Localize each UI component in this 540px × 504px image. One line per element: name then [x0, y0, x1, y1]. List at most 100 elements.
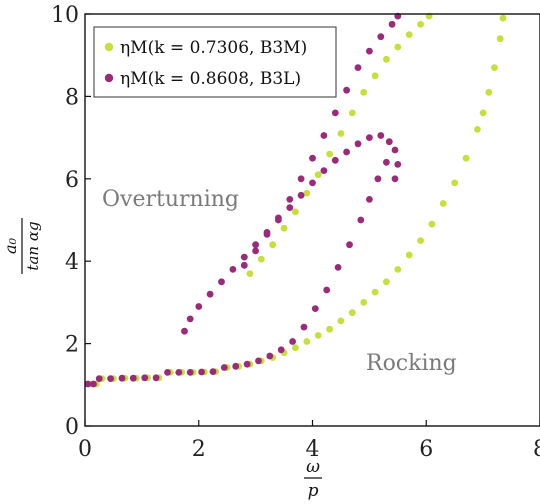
axes: 0 2 4 6 8 0 2 4 6 8 10 [51, 3, 540, 462]
y-tick-label-0: 0 [65, 415, 79, 440]
series-1-point-25 [357, 216, 365, 224]
legend: ηM(k = 0.7306, B3M) ηM(k = 0.8608, B3L) [93, 26, 337, 98]
series-0-point-31 [428, 220, 436, 228]
series-0-point-27 [383, 278, 390, 286]
series-1-point-56 [286, 196, 294, 203]
series-1-point-21 [311, 305, 319, 312]
series-0-point-40 [499, 14, 507, 22]
series-0-point-38 [491, 64, 498, 71]
series-1-point-41 [286, 204, 294, 212]
data-marks [84, 12, 507, 388]
series-1-point-44 [252, 241, 259, 249]
series-1-point-11 [198, 368, 206, 376]
series-0-point-39 [496, 35, 504, 43]
legend-box [93, 26, 337, 98]
series-1-point-46 [229, 266, 237, 273]
series-0-point-22 [326, 325, 333, 333]
series-1-point-57 [297, 175, 305, 183]
series-0-point-42 [257, 255, 265, 263]
series-0-point-20 [303, 338, 311, 345]
x-tick-label-2: 4 [306, 437, 320, 462]
series-0-point-25 [360, 299, 368, 306]
series-1-point-52 [240, 261, 248, 269]
series-1-point-20 [300, 323, 308, 331]
legend-label-b3m: ηM(k = 0.7306, B3M) [120, 38, 307, 58]
series-0-point-47 [314, 171, 322, 179]
series-1-point-9 [175, 369, 183, 376]
series-1-point-64 [377, 33, 385, 41]
series-1-point-32 [385, 138, 393, 146]
series-1-point-35 [354, 140, 362, 148]
series-0-point-19 [292, 344, 299, 352]
series-1-point-27 [374, 175, 382, 183]
series-1-point-54 [263, 231, 271, 238]
series-1-point-8 [164, 369, 171, 376]
series-0-point-26 [371, 288, 379, 296]
y-axis-label-numerator: a₀ [1, 237, 20, 254]
series-1-point-17 [266, 352, 274, 360]
series-1-point-18 [277, 346, 285, 354]
series-0-point-30 [417, 237, 424, 245]
series-1-point-23 [334, 264, 342, 271]
series-1-point-26 [366, 196, 373, 203]
series-0-point-41 [246, 270, 254, 277]
x-tick-label-1: 2 [192, 437, 206, 462]
series-0-point-44 [280, 224, 288, 232]
annotation-overturning: Overturning [102, 187, 239, 212]
series-1-point-62 [354, 64, 362, 71]
series-0-point-49 [337, 130, 345, 137]
legend-label-b3l: ηM(k = 0.8608, B3L) [120, 69, 301, 89]
series-0-point-54 [394, 43, 402, 51]
series-1-point-24 [346, 241, 353, 249]
series-1-point-31 [391, 175, 399, 183]
series-1-point-47 [218, 278, 225, 286]
series-1-point-59 [320, 132, 328, 139]
series-1-point-48 [206, 290, 214, 298]
annotation-rocking: Rocking [366, 351, 457, 376]
series-1-point-45 [240, 253, 248, 261]
series-1-point-61 [343, 86, 350, 94]
series-1-point-51 [181, 327, 188, 335]
series-1-point-49 [195, 303, 203, 310]
series-1-point-33 [377, 132, 385, 139]
series-1-point-15 [243, 360, 251, 368]
legend-marker-b3m [104, 42, 114, 52]
y-tick-label-2: 4 [65, 250, 79, 275]
series-0-point-56 [417, 20, 424, 28]
series-1-point-13 [220, 364, 228, 371]
series-1-point-12 [209, 368, 217, 375]
series-0-point-53 [383, 55, 390, 63]
series-0-point-33 [451, 179, 459, 187]
series-1-point-14 [232, 362, 240, 370]
series-1-point-36 [343, 148, 350, 156]
series-0-point-51 [360, 88, 368, 96]
series-1-point-30 [394, 161, 402, 168]
series-1-point-58 [309, 154, 316, 162]
series-1-point-63 [366, 47, 373, 55]
series-0-point-29 [405, 251, 413, 259]
y-tick-label-1: 2 [65, 333, 79, 358]
series-1-point-10 [186, 369, 194, 376]
series-0-point-23 [337, 317, 345, 325]
x-tick-label-0: 0 [78, 437, 92, 462]
series-1-point-28 [383, 158, 390, 166]
x-axis-label-denominator: p [308, 481, 319, 501]
series-1-point-60 [331, 109, 339, 117]
series-1-point-2 [95, 375, 103, 382]
series-1-point-50 [186, 315, 194, 323]
series-1-point-1 [90, 380, 97, 388]
series-0-point-28 [394, 266, 402, 273]
series-0-point-24 [348, 309, 356, 317]
series-1-point-37 [331, 156, 339, 164]
x-tick-label-3: 6 [419, 437, 433, 462]
y-tick-label-3: 6 [65, 168, 79, 193]
series-1-point-6 [141, 374, 149, 382]
series-1-point-34 [366, 134, 373, 142]
series-1-point-53 [252, 247, 259, 255]
series-1-point-22 [323, 286, 331, 294]
series-0-point-32 [439, 200, 447, 207]
series-1-point-65 [388, 20, 396, 28]
y-tick-label-5: 10 [51, 3, 79, 28]
series-1-point-55 [275, 214, 282, 222]
